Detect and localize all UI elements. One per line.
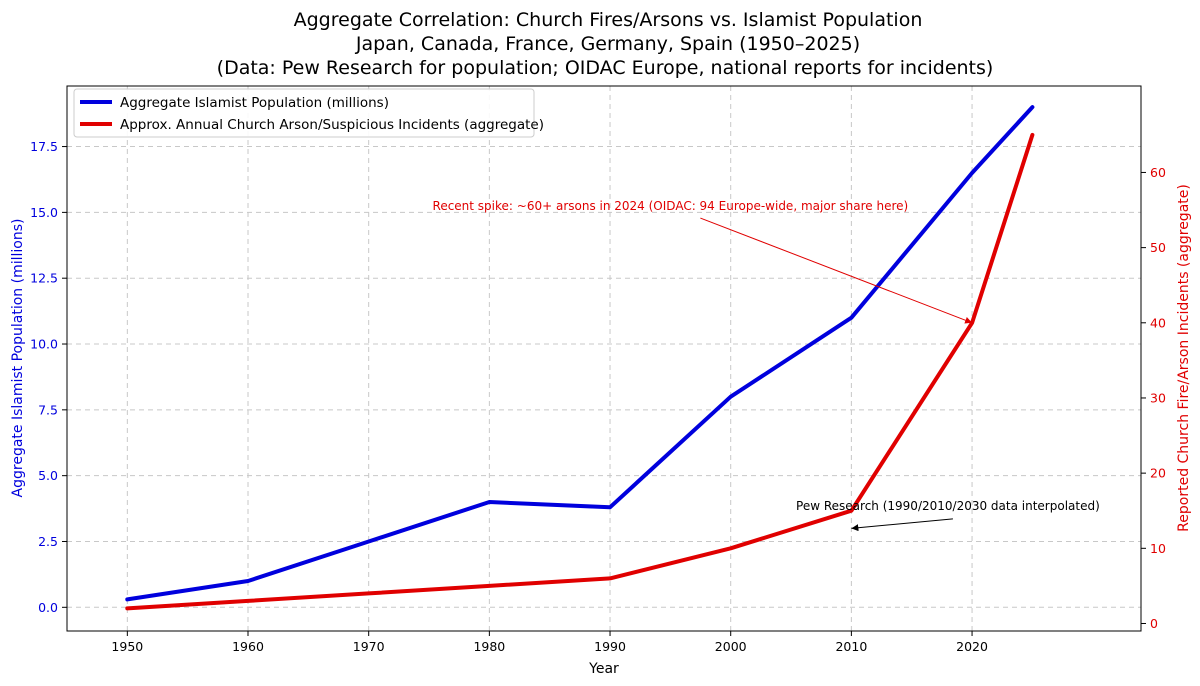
x-tick-label: 1950: [111, 639, 143, 654]
legend-entry: Aggregate Islamist Population (millions): [120, 95, 389, 111]
series-lines: [125, 105, 1035, 611]
y-left-tick-label: 15.0: [30, 205, 58, 220]
y-axis-right-label: Reported Church Fire/Arson Incidents (ag…: [1176, 184, 1192, 532]
annotation-arrow: [851, 518, 953, 532]
chart-title-line-1: Aggregate Correlation: Church Fires/Arso…: [294, 9, 923, 31]
pew-research-annotation: Pew Research (1990/2010/2030 data interp…: [796, 499, 1100, 513]
y-axis-left: 0.0 2.5 5.0 7.5 10.0 12.5 15.0 17.5: [30, 139, 67, 615]
grid: [67, 86, 1141, 631]
y-right-tick-label: 40: [1150, 315, 1166, 330]
x-tick-label: 1970: [353, 639, 385, 654]
plot-frame: [66, 85, 1142, 632]
x-tick-label: 2000: [715, 639, 747, 654]
y-left-tick-label: 10.0: [30, 337, 58, 352]
y-right-tick-label: 30: [1150, 390, 1166, 405]
population-series-line: [125, 105, 1035, 602]
x-tick-label: 2010: [835, 639, 867, 654]
y-right-tick-label: 0: [1150, 616, 1158, 631]
arson-series-line: [125, 132, 1035, 611]
x-tick-label: 1980: [473, 639, 505, 654]
x-tick-label: 1960: [232, 639, 264, 654]
y-left-tick-label: 5.0: [38, 468, 58, 483]
chart-title: Aggregate Correlation: Church Fires/Arso…: [217, 9, 994, 79]
y-right-tick-label: 60: [1150, 165, 1166, 180]
y-left-tick-label: 17.5: [30, 139, 58, 154]
legend-entry: Approx. Annual Church Arson/Suspicious I…: [120, 117, 544, 133]
chart-title-line-2: Japan, Canada, France, Germany, Spain (1…: [355, 33, 860, 55]
x-axis-label: Year: [588, 661, 619, 677]
x-tick-label: 1990: [594, 639, 626, 654]
x-tick-label: 2020: [956, 639, 988, 654]
recent-spike-annotation: Recent spike: ~60+ arsons in 2024 (OIDAC…: [433, 199, 909, 213]
chart-title-line-3: (Data: Pew Research for population; OIDA…: [217, 57, 994, 79]
x-axis: 1950 1960 1970 1980 1990 2000 2010 2020: [111, 631, 988, 654]
y-axis-left-label: Aggregate Islamist Population (millions): [10, 219, 26, 498]
legend: Aggregate Islamist Population (millions)…: [73, 88, 544, 138]
y-right-tick-label: 20: [1150, 466, 1166, 481]
y-left-tick-label: 12.5: [30, 271, 58, 286]
legend-box: [73, 88, 535, 138]
annotations: Recent spike: ~60+ arsons in 2024 (OIDAC…: [433, 199, 1100, 532]
y-right-tick-label: 50: [1150, 240, 1166, 255]
y-axis-right: 0 10 20 30 40 50 60: [1141, 165, 1166, 631]
y-left-tick-label: 2.5: [38, 534, 58, 549]
y-left-tick-label: 0.0: [38, 600, 58, 615]
y-right-tick-label: 10: [1150, 541, 1166, 556]
y-left-tick-label: 7.5: [38, 402, 58, 417]
annotation-arrow: [700, 217, 973, 324]
